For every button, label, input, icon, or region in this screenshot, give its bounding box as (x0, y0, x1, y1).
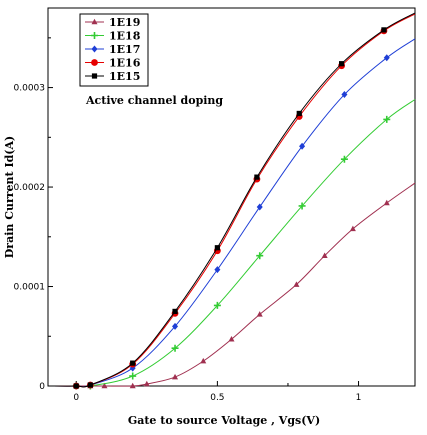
series-1E15 (47, 12, 416, 389)
data-point-1E19 (200, 357, 207, 364)
legend-marker (91, 73, 98, 79)
legend-label: 1E17 (109, 43, 140, 56)
data-point-1E18 (383, 115, 391, 123)
x-axis-title: Gate to source Voltage , Vgs(V) (128, 414, 320, 427)
series-line-1E17 (47, 38, 416, 388)
data-point-1E19 (383, 199, 390, 206)
data-point-1E18 (256, 252, 264, 260)
y-tick-label: 0.0002 (14, 183, 46, 193)
data-point-1E18 (171, 344, 179, 352)
data-point-1E15 (296, 110, 302, 117)
data-point-1E19 (101, 382, 108, 389)
data-point-1E19 (172, 373, 179, 380)
data-point-1E15 (254, 174, 260, 180)
data-point-1E15 (339, 61, 345, 67)
data-point-1E17 (341, 91, 348, 99)
plot-frame (47, 7, 416, 387)
data-point-1E15 (87, 382, 93, 388)
series-1E18 (48, 99, 416, 390)
data-point-1E19 (321, 252, 328, 258)
series-1E19 (48, 182, 416, 389)
data-point-1E19 (143, 380, 150, 387)
data-point-1E15 (381, 27, 387, 33)
data-point-1E18 (129, 372, 137, 380)
legend-item-1E18: 1E18 (85, 30, 141, 43)
legend-label: 1E18 (109, 30, 141, 43)
data-point-1E19 (256, 311, 263, 317)
legend-label: 1E19 (109, 16, 140, 29)
data-point-1E15 (172, 308, 178, 314)
data-point-1E18 (298, 202, 306, 210)
legend-marker (91, 45, 98, 53)
data-point-1E18 (340, 155, 348, 163)
legend-marker (91, 59, 98, 66)
legend-item-1E19: 1E19 (85, 16, 140, 29)
chart-annotation: Active channel doping (85, 94, 223, 107)
legend-marker (91, 32, 98, 39)
data-point-1E19 (228, 336, 235, 342)
series-layer (47, 12, 416, 390)
data-point-1E19 (349, 225, 356, 232)
data-point-1E15 (73, 383, 79, 389)
data-point-1E15 (130, 360, 136, 366)
legend-label: 1E16 (109, 57, 141, 70)
data-point-1E15 (214, 245, 220, 251)
data-point-1E17 (172, 322, 179, 330)
y-axis-title: Drain Current Id(A) (3, 136, 16, 259)
x-tick-label: 1 (356, 393, 362, 403)
data-point-1E17 (299, 142, 306, 150)
y-tick-label: 0 (39, 382, 45, 392)
series-line-1E19 (48, 182, 416, 387)
data-point-1E17 (214, 266, 221, 274)
x-tick-label: 0.5 (210, 393, 224, 403)
data-point-1E19 (129, 382, 136, 389)
legend-box (79, 13, 149, 87)
legend-marker (91, 18, 98, 25)
data-point-1E19 (293, 281, 300, 287)
legend-item-1E17: 1E17 (85, 43, 140, 56)
data-point-1E17 (256, 203, 263, 211)
x-tick-label: 0 (73, 393, 79, 403)
legend-item-1E15: 1E15 (85, 70, 140, 83)
series-line-1E18 (48, 99, 416, 388)
y-tick-label: 0.0001 (14, 283, 46, 293)
legend-label: 1E15 (109, 70, 140, 83)
legend-item-1E16: 1E16 (85, 57, 141, 70)
y-tick-label: 0.0003 (14, 84, 46, 94)
y-axis-ticks: 0 0.0001 0.0002 0.0003 (14, 37, 53, 392)
data-point-1E17 (383, 54, 390, 62)
data-point-1E18 (213, 301, 221, 309)
x-axis-ticks: 0 0.5 1 (73, 381, 361, 403)
